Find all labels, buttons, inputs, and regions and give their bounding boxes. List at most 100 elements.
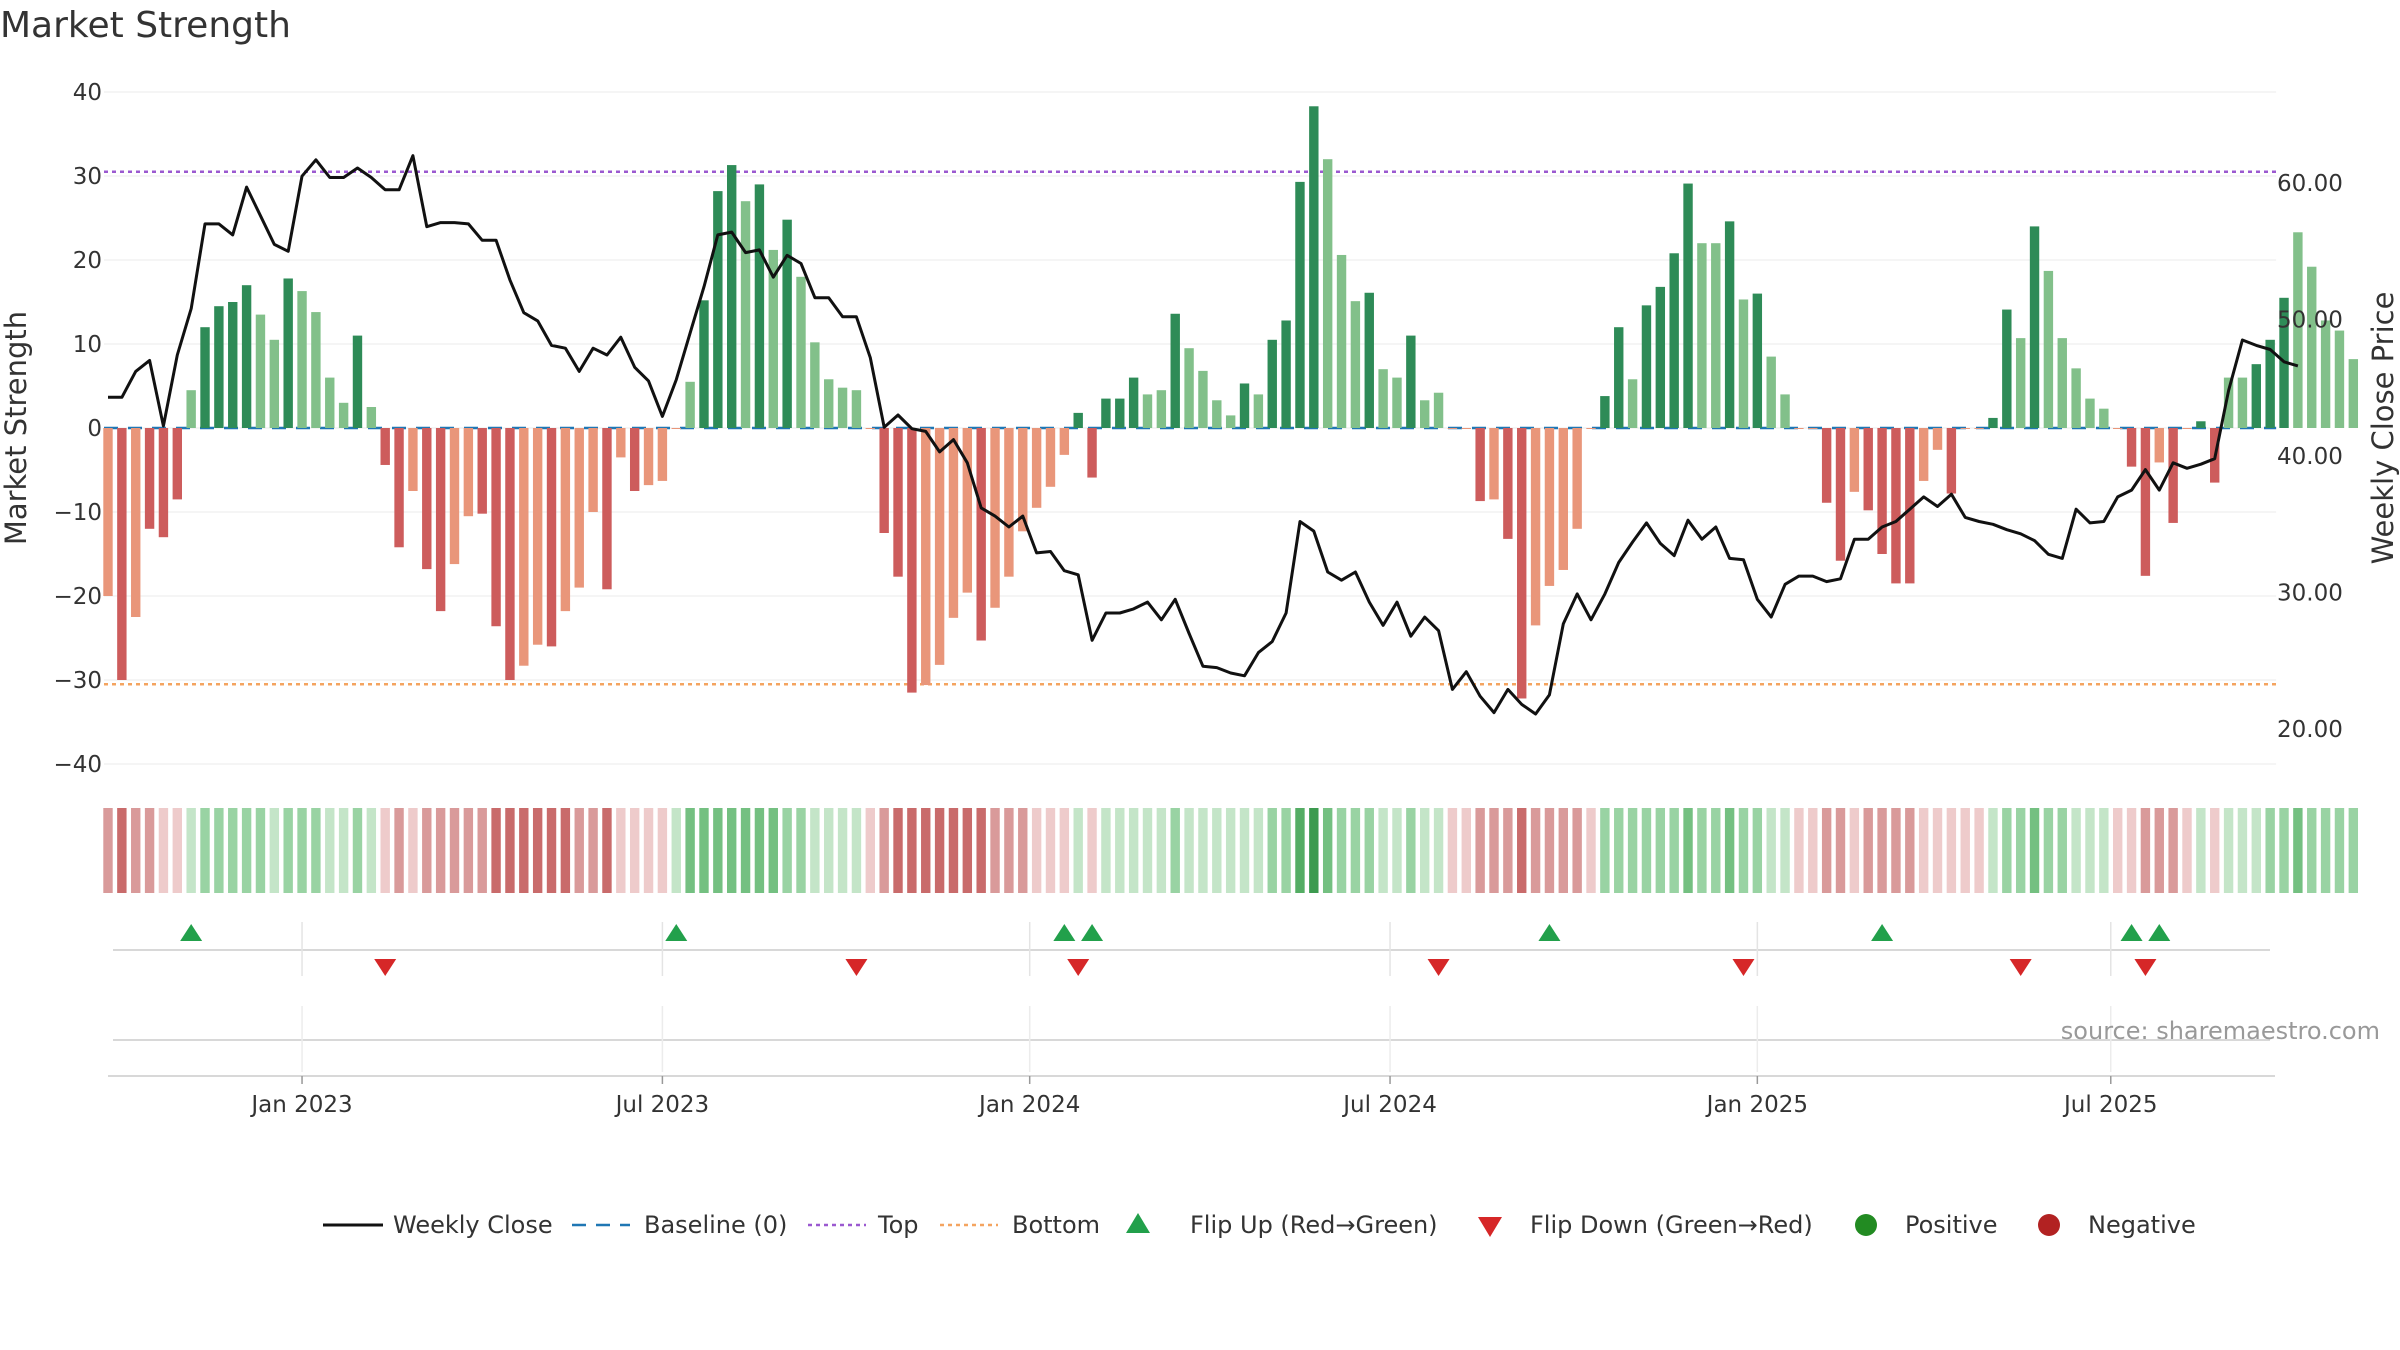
legend-negative-dot xyxy=(2038,1214,2060,1236)
left-y-axis: 40 30 20 10 0 −10 −20 −30 −40 xyxy=(53,80,102,778)
strength-bar-73 xyxy=(1115,398,1125,428)
y-tick-label-7: −30 xyxy=(53,668,102,694)
heat-cell-25 xyxy=(449,808,460,893)
heat-cell-7 xyxy=(200,808,210,893)
legend-item-flip-down: Flip Down (Green→Red) xyxy=(1478,1211,1813,1239)
y2-tick-label-4: 20.00 xyxy=(2277,717,2343,743)
legend-item-flip-up: Flip Up (Red→Green) xyxy=(1126,1211,1438,1239)
heat-cell-160 xyxy=(2320,808,2331,893)
heat-cell-153 xyxy=(2223,808,2234,893)
x-tick-label-4: Jan 2025 xyxy=(1705,1092,1808,1118)
strength-bar-14 xyxy=(297,291,307,428)
heat-cell-19 xyxy=(366,808,377,893)
flip-down-marker-1 xyxy=(845,959,868,976)
heat-cell-161 xyxy=(2334,808,2345,893)
heat-cell-11 xyxy=(255,808,266,893)
legend-bottom-label: Bottom xyxy=(1012,1211,1100,1239)
strength-bars xyxy=(103,106,2359,699)
heat-cell-10 xyxy=(241,808,252,893)
y2-axis-title: Weekly Close Price xyxy=(2366,292,2400,565)
legend-item-weekly-close: Weekly Close xyxy=(323,1211,553,1239)
heat-cell-69 xyxy=(1059,808,1070,893)
heat-cell-151 xyxy=(2196,808,2206,893)
strength-bar-53 xyxy=(837,387,848,428)
heat-cell-75 xyxy=(1142,808,1153,893)
heat-cell-61 xyxy=(948,808,959,893)
legend-flip-up-marker xyxy=(1126,1213,1150,1233)
flip-up-marker-6 xyxy=(2120,924,2143,941)
heat-cell-2 xyxy=(131,808,141,893)
strength-bar-43 xyxy=(699,300,709,428)
heat-cell-89 xyxy=(1336,808,1347,893)
heat-cell-45 xyxy=(727,808,737,893)
x-tick-label-0: Jan 2023 xyxy=(249,1092,352,1118)
flip-down-marker-0 xyxy=(374,959,397,976)
heat-cell-50 xyxy=(796,808,806,893)
strength-bar-87 xyxy=(1309,106,1319,428)
strength-bar-63 xyxy=(976,428,986,641)
legend-item-positive: Positive xyxy=(1855,1211,1998,1239)
strength-bar-160 xyxy=(2320,320,2331,428)
heat-cell-5 xyxy=(172,808,182,893)
strength-bar-139 xyxy=(2029,226,2040,428)
x-tick-label-3: Jul 2024 xyxy=(1341,1092,1437,1118)
heat-cell-96 xyxy=(1433,808,1444,893)
strength-bar-1 xyxy=(117,428,127,680)
heat-cell-74 xyxy=(1128,808,1139,893)
strength-bar-119 xyxy=(1752,293,1763,428)
strength-bar-34 xyxy=(574,428,584,588)
strength-bar-22 xyxy=(408,428,418,491)
heat-cell-12 xyxy=(269,808,280,893)
source-credit: source: sharemaestro.com xyxy=(2061,1017,2380,1045)
strength-bar-122 xyxy=(1794,428,1804,429)
chart-title: Market Strength xyxy=(0,5,291,46)
heat-cell-37 xyxy=(616,808,626,893)
strength-bar-18 xyxy=(352,335,363,428)
strength-bar-158 xyxy=(2293,232,2303,428)
heat-cell-72 xyxy=(1101,808,1111,893)
strength-bar-118 xyxy=(1738,299,1749,428)
legend-item-top: Top xyxy=(808,1211,919,1239)
strength-bar-45 xyxy=(727,165,737,428)
legend-positive-dot xyxy=(1855,1214,1877,1236)
strength-bar-111 xyxy=(1641,305,1652,428)
heat-cell-43 xyxy=(699,808,709,893)
strength-bar-91 xyxy=(1364,292,1374,428)
heat-cell-65 xyxy=(1004,808,1014,893)
strength-bar-93 xyxy=(1392,377,1402,428)
heat-cell-57 xyxy=(893,808,903,893)
heat-cell-114 xyxy=(1683,808,1693,893)
heat-cell-143 xyxy=(2085,808,2095,893)
strength-bar-55 xyxy=(865,428,875,429)
heat-cell-90 xyxy=(1350,808,1361,893)
flip-down-marker-4 xyxy=(1732,959,1755,976)
heat-cell-94 xyxy=(1406,808,1416,893)
strength-bar-17 xyxy=(338,402,349,428)
heat-cell-48 xyxy=(768,808,778,893)
strength-bar-51 xyxy=(810,342,820,428)
heat-cell-4 xyxy=(158,808,169,893)
heat-cell-154 xyxy=(2237,808,2248,893)
legend-item-bottom: Bottom xyxy=(940,1211,1100,1239)
strength-bar-77 xyxy=(1170,313,1180,428)
heat-cell-81 xyxy=(1225,808,1236,893)
heat-cell-84 xyxy=(1267,808,1277,893)
strength-bar-109 xyxy=(1614,327,1624,428)
strength-bar-104 xyxy=(1544,428,1555,586)
strength-bar-27 xyxy=(477,428,487,514)
heat-cell-137 xyxy=(2002,808,2012,893)
strength-bar-32 xyxy=(546,428,557,647)
strength-bar-7 xyxy=(200,327,210,428)
heat-cell-15 xyxy=(311,808,321,893)
strength-bar-137 xyxy=(2002,309,2012,428)
y2-tick-label-1: 50.00 xyxy=(2277,308,2343,334)
heat-cell-23 xyxy=(422,808,432,893)
strength-bar-128 xyxy=(1877,428,1887,554)
heat-cell-38 xyxy=(629,808,640,893)
strength-bar-145 xyxy=(2113,428,2123,429)
heat-cell-152 xyxy=(2210,808,2220,893)
strength-bar-133 xyxy=(1946,428,1957,494)
strength-bar-82 xyxy=(1239,383,1250,428)
strength-bar-107 xyxy=(1586,428,1596,429)
